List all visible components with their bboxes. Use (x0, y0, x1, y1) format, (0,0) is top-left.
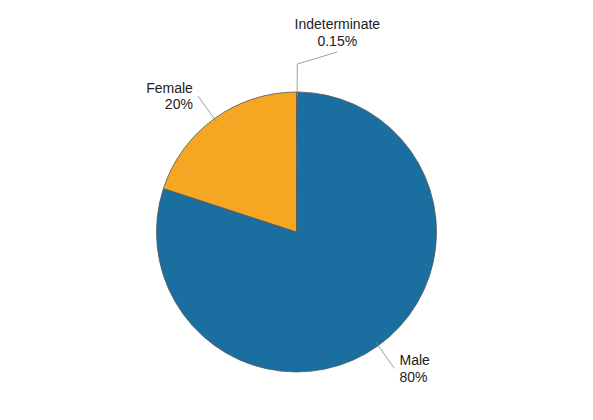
slice-category: Indeterminate (294, 16, 380, 32)
leader-line (297, 52, 337, 96)
slice-value-label: 80% (399, 369, 427, 385)
slice-category: Female (146, 79, 193, 95)
chart-container: Indeterminate0.15% Male80% Female20% (0, 0, 593, 420)
pie-slice (163, 92, 296, 232)
leader-line (376, 342, 395, 368)
slice-label: Female20% (146, 79, 193, 112)
pie (157, 92, 437, 372)
slice-label: Indeterminate0.15% (294, 16, 380, 49)
chart-svg: Indeterminate0.15% Male80% Female20% (0, 0, 593, 420)
pie-slice (157, 92, 437, 372)
leader-line (198, 96, 217, 122)
slice-value-label: 0.15% (317, 33, 357, 49)
slice-value-label: 20% (165, 96, 193, 112)
slice-label: Male80% (399, 352, 430, 385)
labels: Indeterminate0.15% Male80% Female20% (146, 16, 430, 385)
slice-category: Male (399, 352, 430, 368)
